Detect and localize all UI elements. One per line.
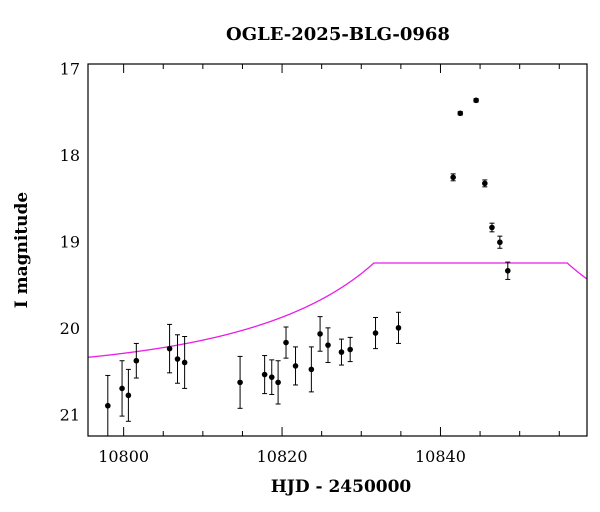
y-tick-label: 19 (60, 232, 80, 251)
y-axis-label: I magnitude (12, 192, 32, 309)
data-marker (317, 331, 323, 337)
data-marker (105, 402, 111, 409)
data-marker (489, 224, 495, 231)
data-point (119, 360, 125, 417)
data-point (450, 173, 456, 182)
data-point (457, 110, 464, 117)
data-point (489, 222, 495, 233)
data-marker (283, 339, 289, 346)
data-marker (174, 356, 181, 362)
x-tick-label: 10840 (415, 447, 466, 466)
y-tick-label: 20 (60, 319, 80, 338)
data-marker (497, 239, 503, 246)
data-point (338, 338, 345, 366)
data-marker (395, 325, 402, 331)
y-tick-label: 21 (60, 405, 80, 424)
data-point (174, 334, 181, 384)
axis-ticks: 10800 10820 10840 17 18 19 20 21 (60, 59, 560, 466)
y-tick-label: 17 (60, 59, 80, 78)
model-curve (88, 262, 587, 358)
data-point (347, 336, 353, 363)
data-point (125, 368, 132, 422)
data-point (504, 261, 511, 280)
data-point (473, 97, 479, 104)
data-marker (133, 357, 140, 364)
data-point (308, 346, 315, 393)
data-marker (181, 359, 188, 366)
data-marker (119, 385, 125, 392)
data-point (181, 336, 188, 389)
data-marker (268, 374, 275, 380)
x-tick-label: 10800 (98, 447, 149, 466)
data-marker (292, 363, 299, 369)
x-tick-label: 10820 (257, 447, 308, 466)
x-axis-label: HJD - 2450000 (271, 477, 412, 497)
data-marker (372, 330, 379, 336)
data-point (237, 355, 243, 409)
data-point (325, 327, 331, 363)
data-marker (325, 342, 331, 348)
data-marker (347, 346, 353, 353)
data-marker (237, 379, 243, 386)
data-point (105, 374, 111, 437)
data-marker (504, 267, 511, 274)
data-marker (261, 371, 268, 378)
data-point (372, 316, 379, 350)
data-marker (457, 110, 464, 117)
data-points (105, 97, 511, 437)
data-point (133, 342, 140, 379)
data-marker (450, 174, 456, 181)
y-tick-label: 18 (60, 146, 80, 165)
data-marker (125, 392, 132, 399)
data-marker (473, 97, 479, 104)
data-marker (308, 366, 315, 373)
data-marker (482, 180, 488, 187)
data-marker (338, 349, 345, 355)
data-point (497, 235, 503, 249)
data-marker (166, 345, 173, 352)
data-marker (275, 379, 281, 386)
data-point (317, 316, 323, 352)
data-point (261, 355, 268, 395)
chart-title: OGLE-2025-BLG-0968 (226, 24, 450, 45)
data-point (268, 359, 275, 395)
data-point (283, 326, 289, 359)
plot-frame (87, 63, 588, 437)
data-point (395, 311, 402, 344)
data-point (275, 360, 281, 405)
data-point (482, 179, 488, 188)
data-point (166, 323, 173, 374)
data-point (292, 346, 299, 386)
